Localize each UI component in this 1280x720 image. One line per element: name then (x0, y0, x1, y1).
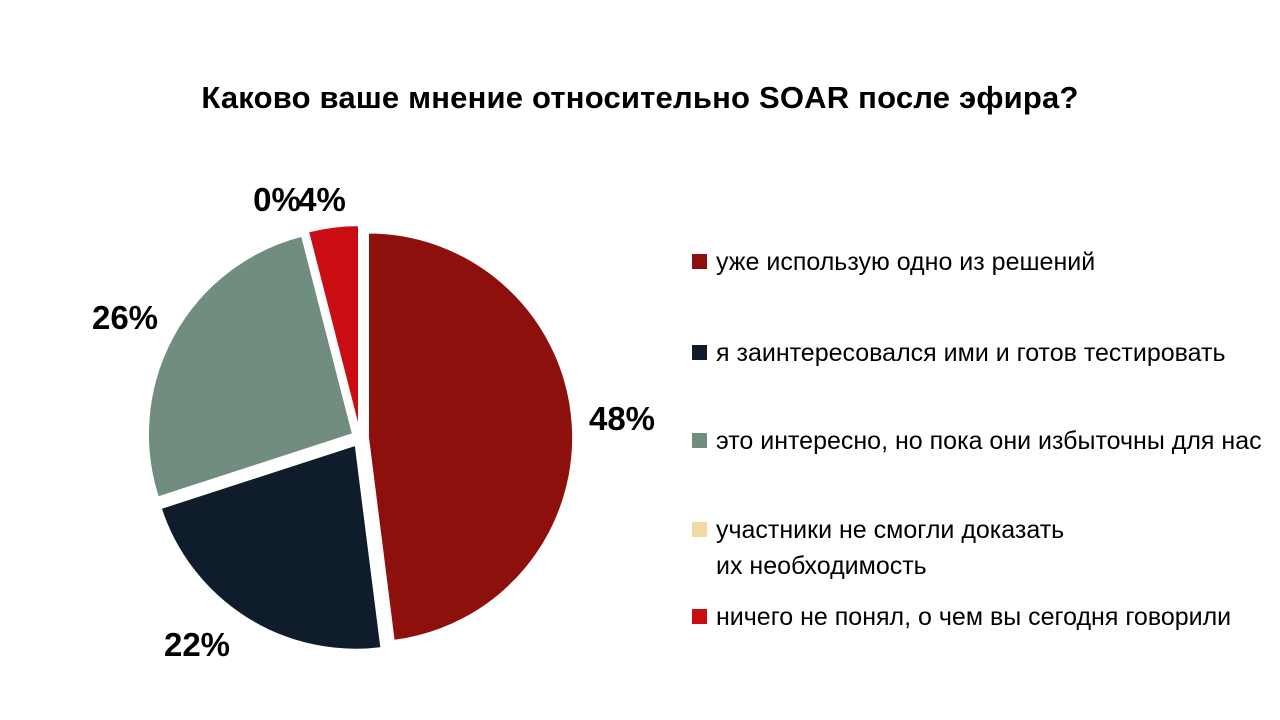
pie-slice-1 (159, 443, 383, 651)
legend-color-swatch-icon (692, 522, 707, 537)
legend-color-swatch-icon (692, 345, 707, 360)
legend-item-2: это интересно, но пока они избыточны для… (692, 423, 1262, 459)
legend-item-label: участники не смогли доказать их необходи… (716, 516, 1065, 580)
legend-item-1: я заинтересовался ими и готов тестироват… (692, 335, 1226, 371)
pie-slice-0 (367, 231, 575, 642)
legend-item-label: уже использую одно из решений (716, 248, 1096, 276)
legend-item-0: уже использую одно из решений (692, 244, 1095, 280)
legend-item-label: это интересно, но пока они избыточны для… (716, 427, 1262, 455)
legend-item-label: я заинтересовался ими и готов тестироват… (716, 339, 1226, 367)
data-label-2: 26% (91, 299, 159, 336)
data-label-0: 48% (588, 400, 656, 437)
data-label-4: 4% (298, 181, 346, 218)
pie-slice-2 (147, 234, 354, 499)
legend-color-swatch-icon (692, 254, 707, 269)
data-label-3: 0% (253, 181, 301, 218)
legend-item-4: ничего не понял, о чем вы сегодня говори… (692, 599, 1231, 635)
legend-item-label: ничего не понял, о чем вы сегодня говори… (716, 603, 1232, 631)
legend-color-swatch-icon (692, 609, 707, 624)
data-label-1: 22% (163, 626, 231, 663)
legend-item-3: участники не смогли доказать их необходи… (692, 512, 1064, 584)
chart-title: Каково ваше мнение относительно SOAR пос… (201, 80, 1079, 115)
legend-color-swatch-icon (692, 433, 707, 448)
legend: уже использую одно из решений я заинтерес… (692, 0, 1267, 720)
pie-slice-4 (307, 224, 360, 432)
